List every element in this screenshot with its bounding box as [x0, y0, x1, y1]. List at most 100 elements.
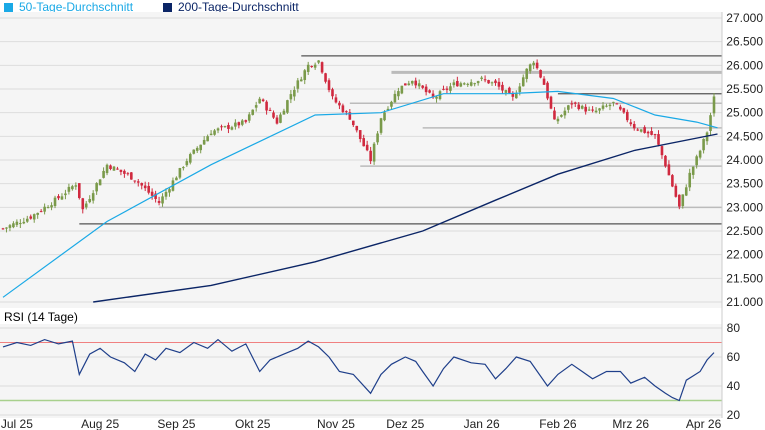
candle-body	[46, 207, 50, 209]
candle-body	[462, 83, 466, 85]
rsi-tick-label: 60	[727, 350, 741, 364]
candle-body	[182, 167, 185, 169]
candle-body	[223, 126, 227, 128]
x-tick-label: Nov 25	[317, 417, 355, 430]
candle-body	[369, 150, 372, 162]
candle-body	[53, 197, 57, 206]
candle-body	[334, 97, 338, 103]
candle-body	[279, 114, 282, 123]
candle-body	[244, 120, 248, 122]
candle-body	[431, 93, 435, 98]
candle-body	[497, 81, 501, 87]
candle-body	[251, 109, 255, 115]
candle-body	[410, 80, 414, 84]
candle-body	[594, 110, 598, 113]
candle-body	[22, 221, 26, 224]
candle-body	[386, 108, 390, 111]
legend-sma50[interactable]: 50-Tage-Durchschnitt	[4, 0, 133, 14]
candle-body	[95, 183, 98, 192]
candle-body	[299, 79, 303, 82]
candle-body	[400, 85, 404, 94]
candle-body	[483, 79, 487, 81]
candle-body	[133, 180, 137, 182]
candle-body	[681, 194, 685, 207]
candle-body	[490, 82, 494, 84]
candle-body	[390, 101, 393, 107]
candle-body	[553, 110, 556, 120]
candle-body	[501, 84, 504, 91]
candle-body	[275, 117, 279, 124]
candle-body	[421, 85, 424, 88]
candle-body	[32, 214, 36, 220]
candle-body	[313, 64, 317, 68]
candle-body	[619, 106, 622, 110]
candle-body	[667, 164, 671, 176]
candle-body	[709, 115, 712, 131]
candle-body	[608, 104, 612, 107]
candle-body	[449, 86, 452, 91]
candle-body	[241, 120, 244, 125]
x-tick-label: Dez 25	[386, 417, 424, 430]
candle-body	[265, 101, 268, 111]
candle-body	[379, 118, 383, 133]
candle-body	[168, 189, 171, 193]
candle-body	[216, 128, 220, 131]
candle-body	[521, 77, 525, 87]
candle-body	[105, 164, 109, 174]
candle-body	[317, 60, 320, 63]
x-tick-label: Apr 26	[686, 417, 722, 430]
candle-body	[653, 134, 657, 136]
candle-body	[587, 109, 591, 111]
price-tick-label: 22.500	[726, 224, 763, 238]
price-tick-label: 23.000	[726, 200, 763, 214]
candle-body	[109, 165, 112, 169]
rsi-panel-bg	[0, 324, 722, 418]
candle-body	[195, 147, 199, 151]
candle-body	[487, 80, 490, 84]
candle-body	[286, 100, 289, 113]
candle-body	[435, 96, 438, 99]
candle-body	[466, 83, 470, 85]
candle-body	[258, 98, 261, 104]
price-tick-label: 27.000	[726, 11, 763, 25]
candle-body	[230, 127, 234, 130]
candle-body	[331, 89, 334, 97]
candle-body	[247, 114, 251, 121]
candle-body	[383, 112, 386, 121]
candle-body	[695, 156, 698, 166]
candle-body	[130, 172, 133, 180]
candle-body	[220, 126, 223, 128]
candle-body	[36, 212, 39, 215]
candle-body	[664, 155, 667, 167]
candle-body	[140, 183, 144, 186]
candle-body	[84, 203, 88, 208]
legend-sma200[interactable]: 200-Tage-Durchschnitt	[163, 0, 299, 14]
candle-body	[209, 133, 213, 136]
candle-body	[584, 106, 587, 112]
candle-body	[632, 123, 636, 129]
candle-body	[185, 161, 189, 166]
candle-body	[237, 122, 241, 126]
candle-body	[691, 166, 695, 175]
candle-body	[678, 194, 681, 207]
sma200-swatch-icon	[163, 2, 172, 12]
candle-body	[528, 64, 532, 72]
candle-body	[469, 82, 473, 86]
rsi-title: RSI (14 Tage)	[4, 310, 78, 324]
rsi-line	[2, 338, 715, 402]
candle-body	[154, 193, 157, 199]
candle-body	[157, 200, 161, 203]
x-tick-label: Mrz 26	[612, 417, 649, 430]
candle-body	[518, 86, 522, 93]
price-tick-label: 21.000	[726, 295, 763, 309]
candle-body	[688, 172, 692, 188]
candle-body	[580, 105, 584, 109]
candle-body	[71, 186, 74, 190]
candle-body	[1, 228, 5, 230]
candle-body	[29, 216, 33, 219]
candle-body	[702, 138, 705, 151]
candle-body	[57, 196, 60, 199]
candle-body	[598, 108, 601, 111]
